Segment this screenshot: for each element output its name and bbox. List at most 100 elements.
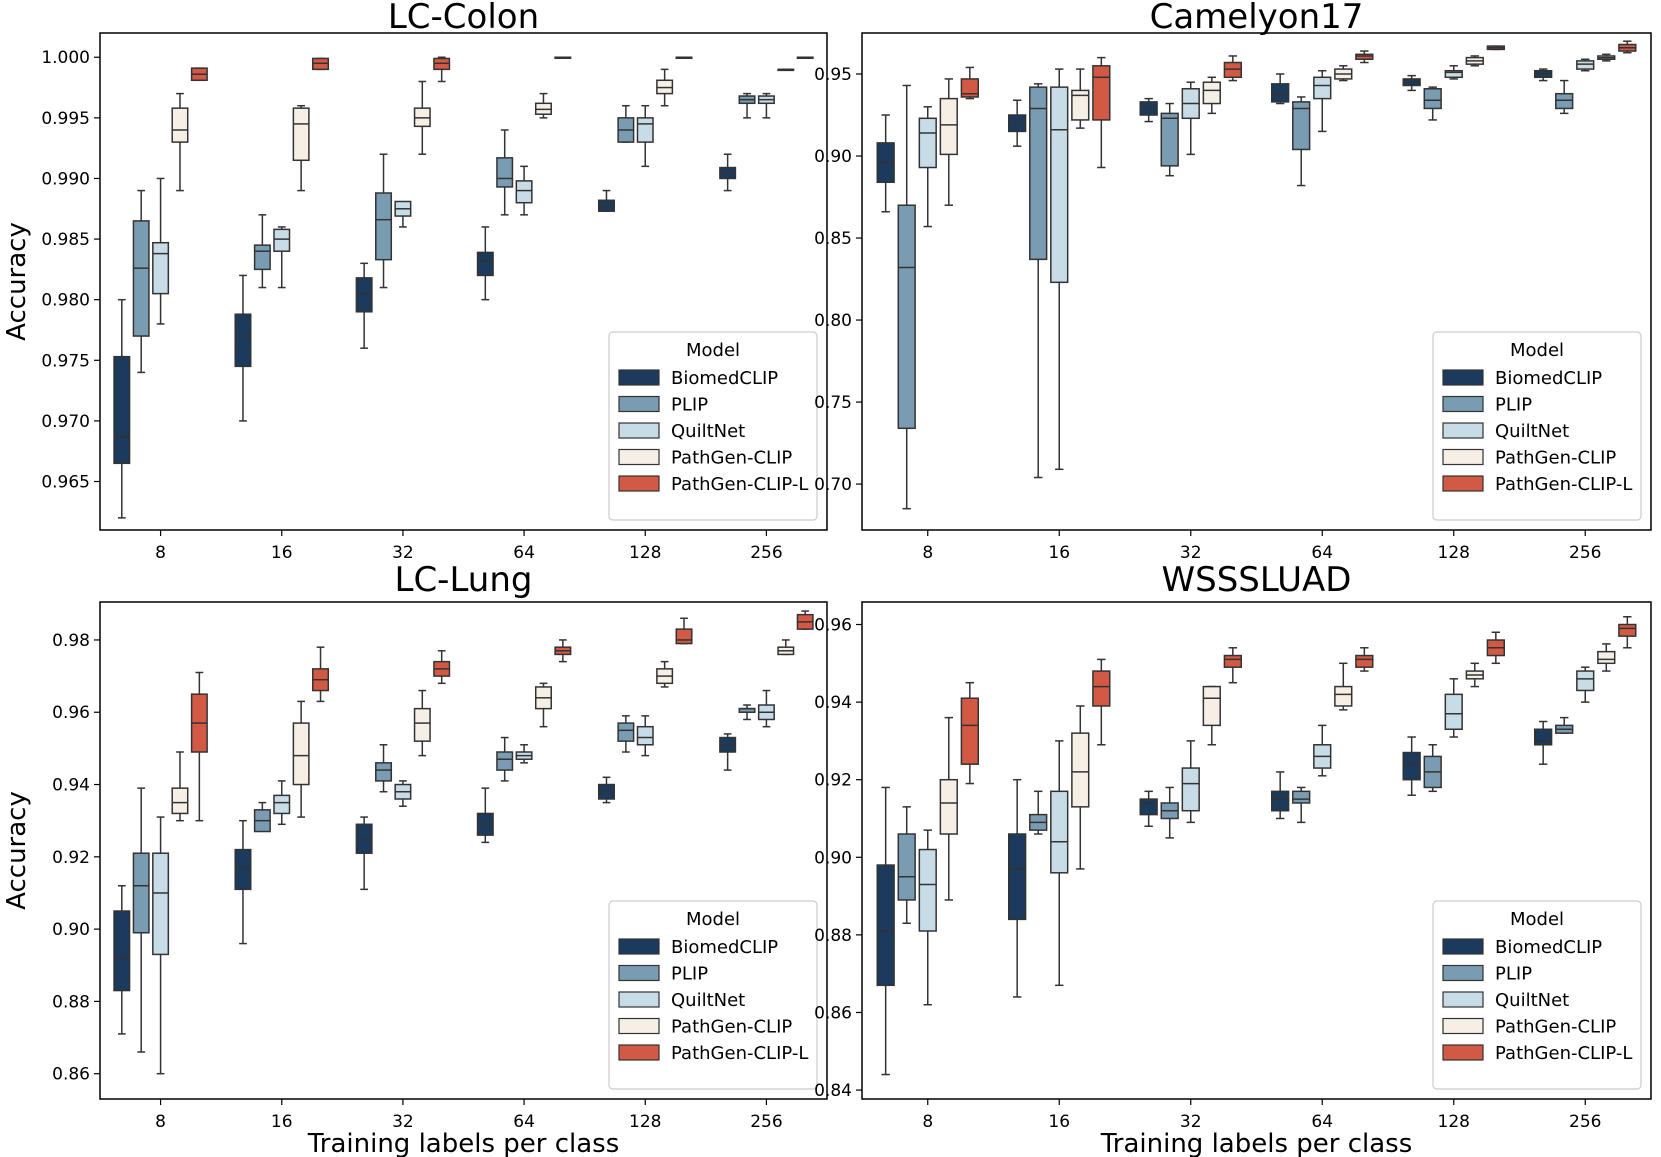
y-tick-label: 0.70 [814, 475, 852, 495]
box-pathgen-clip-l-16 [313, 58, 329, 69]
box-quiltnet-8 [153, 817, 169, 1074]
box-body [1051, 791, 1068, 872]
x-tick-label: 8 [155, 543, 166, 563]
box-pathgen-clip-l-64 [1356, 648, 1373, 671]
box-body [153, 243, 169, 294]
legend-title: Model [1510, 909, 1564, 930]
x-tick-label: 8 [155, 1112, 166, 1132]
box-pathgen-clip-16 [1072, 706, 1089, 869]
box-pathgen-clip-l-128 [1487, 46, 1504, 49]
box-quiltnet-256 [1577, 667, 1594, 702]
legend-label-plip: PLIP [1495, 964, 1532, 985]
box-pathgen-clip-16 [293, 701, 309, 817]
box-quiltnet-32 [395, 201, 411, 226]
legend-swatch-pathgen-clip-l [1443, 1045, 1483, 1060]
y-tick-label: 0.975 [41, 351, 90, 371]
box-body [235, 314, 251, 366]
legend-swatch-quiltnet [619, 992, 659, 1007]
box-plip-32 [1161, 787, 1178, 837]
x-tick-label: 8 [922, 543, 933, 563]
box-body [133, 221, 149, 336]
x-tick-label: 256 [1569, 543, 1601, 563]
box-pathgen-clip-32 [1203, 77, 1220, 113]
box-body [1272, 791, 1289, 810]
y-tick-label: 0.98 [52, 631, 90, 651]
legend-swatch-pathgen-clip-l [619, 476, 659, 491]
box-body [637, 118, 653, 142]
y-tick-label: 0.96 [52, 703, 90, 723]
box-pathgen-clip-l-8 [961, 67, 978, 98]
box-biomedclip-32 [1140, 791, 1157, 826]
legend-label-biomedclip: BiomedCLIP [671, 937, 778, 958]
box-pathgen-clip-8 [940, 79, 957, 205]
x-tick-label: 128 [1438, 1112, 1470, 1132]
legend-swatch-pathgen-clip-l [619, 1045, 659, 1060]
box-pathgen-clip-128 [657, 69, 673, 105]
box-body [1556, 94, 1573, 109]
box-plip-16 [255, 803, 271, 832]
legend-label-biomedclip: BiomedCLIP [1495, 937, 1602, 958]
legend-title: Model [1510, 340, 1564, 361]
x-tick-label: 32 [1180, 1112, 1202, 1132]
chart-panel-3: WSSSLUAD Training labels per class 0.84 0.8… [814, 560, 1651, 1157]
box-plip-64 [497, 738, 513, 781]
box-body [898, 205, 915, 428]
box-body [114, 911, 130, 991]
x-tick-label: 16 [1048, 543, 1070, 563]
box-biomedclip-8 [114, 886, 130, 1034]
box-quiltnet-16 [274, 781, 290, 824]
chart-title: LC-Lung [395, 560, 533, 600]
y-tick-label: 0.90 [814, 848, 852, 868]
box-body [940, 99, 957, 155]
box-body [1093, 671, 1110, 706]
box-pathgen-clip-l-64 [555, 640, 571, 662]
box-pathgen-clip-8 [940, 718, 957, 900]
box-plip-32 [376, 154, 392, 287]
legend-swatch-plip [1443, 966, 1483, 981]
box-biomedclip-16 [1009, 780, 1026, 997]
x-tick-label: 16 [271, 1112, 293, 1132]
box-body [235, 850, 251, 890]
box-biomedclip-64 [478, 227, 494, 300]
box-body [516, 181, 532, 203]
box-pathgen-clip-l-64 [1356, 51, 1373, 62]
box-pathgen-clip-32 [1203, 687, 1220, 745]
box-quiltnet-256 [759, 691, 775, 727]
box-quiltnet-128 [1445, 66, 1462, 79]
box-quiltnet-32 [395, 781, 411, 806]
box-body [293, 723, 309, 784]
legend-swatch-pathgen-clip [619, 1019, 659, 1034]
box-biomedclip-256 [1535, 69, 1552, 80]
box-plip-32 [1161, 104, 1178, 176]
x-tick-label: 256 [750, 543, 782, 563]
box-plip-8 [898, 85, 915, 508]
chart-title: Camelyon17 [1150, 0, 1364, 37]
box-body [1535, 729, 1552, 745]
legend-swatch-pathgen-clip [619, 450, 659, 465]
box-quiltnet-64 [516, 166, 532, 214]
box-body [1356, 54, 1373, 59]
box-plip-8 [133, 191, 149, 373]
x-tick-label: 128 [629, 543, 661, 563]
box-body [1224, 656, 1241, 668]
box-body [919, 118, 936, 167]
box-biomedclip-16 [235, 275, 251, 420]
box-body [1356, 656, 1373, 668]
box-body [1093, 66, 1110, 120]
box-body [637, 727, 653, 745]
chart-title: WSSSLUAD [1162, 560, 1352, 600]
box-body [153, 853, 169, 954]
box-body [274, 229, 290, 251]
legend-swatch-quiltnet [1443, 423, 1483, 438]
box-pathgen-clip-l-8 [192, 68, 208, 80]
box-body [274, 795, 290, 813]
box-body [1051, 87, 1068, 282]
box-body [618, 723, 634, 741]
box-quiltnet-16 [274, 227, 290, 288]
box-body [1272, 84, 1289, 102]
box-quiltnet-128 [637, 716, 653, 756]
box-biomedclip-32 [1140, 99, 1157, 122]
box-biomedclip-16 [235, 821, 251, 944]
legend: Model BiomedCLIP PLIP QuiltNet PathGen-CLIP P… [609, 332, 817, 520]
box-plip-256 [739, 94, 755, 118]
